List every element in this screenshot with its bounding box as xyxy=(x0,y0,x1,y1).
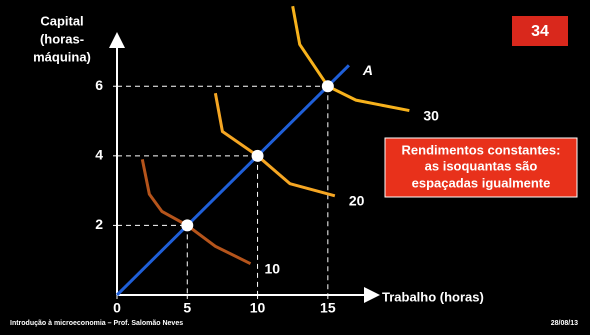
annotation-box xyxy=(384,137,578,198)
slide-number: 34 xyxy=(531,23,549,40)
point xyxy=(251,149,264,162)
x-axis-label: Trabalho (horas) xyxy=(382,289,484,304)
footer-left: Introdução à microeconomia – Prof. Salom… xyxy=(10,320,183,327)
annotation: Rendimentos constantes: xyxy=(402,142,561,157)
series-line xyxy=(115,64,350,297)
y-tick-label: 4 xyxy=(95,147,103,163)
curve-label: 10 xyxy=(265,260,281,276)
curve-label: 30 xyxy=(423,107,439,123)
annotation: as isoquantas são xyxy=(425,158,538,173)
x-tick-label: 5 xyxy=(183,300,191,316)
x-tick-label: 15 xyxy=(320,300,336,316)
x-tick-label: 10 xyxy=(250,300,266,316)
slide-number-box xyxy=(512,16,568,46)
point xyxy=(181,219,194,232)
y-tick-label: 6 xyxy=(95,77,103,93)
y-tick-label: 2 xyxy=(95,216,103,232)
footer-right: 28/08/13 xyxy=(551,320,578,327)
curve-label: A xyxy=(362,62,373,78)
series-line xyxy=(140,159,252,266)
y-axis-label: máquina) xyxy=(33,49,91,64)
y-axis-label: Capital xyxy=(40,13,83,28)
series-line xyxy=(291,5,410,113)
y-axis-label: (horas- xyxy=(40,31,84,46)
point xyxy=(321,80,334,93)
annotation: espaçadas igualmente xyxy=(412,175,551,190)
x-tick-label: 0 xyxy=(113,300,121,316)
curve-label: 20 xyxy=(349,193,365,209)
